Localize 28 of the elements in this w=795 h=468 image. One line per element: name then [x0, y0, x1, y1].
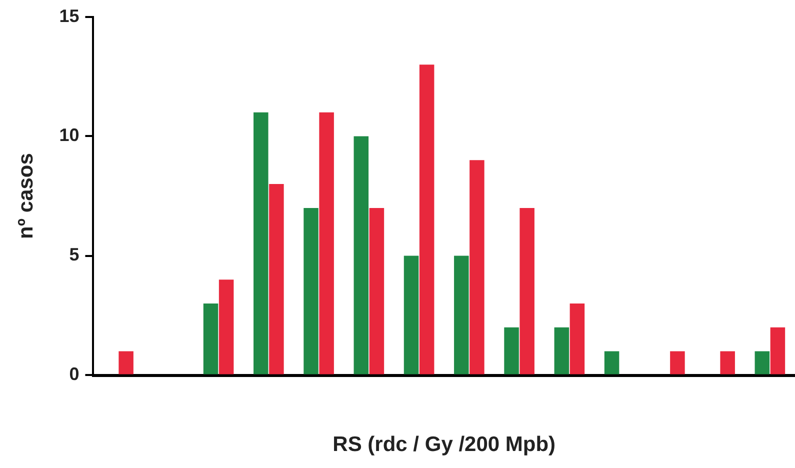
bar: [269, 184, 284, 374]
bar: [670, 351, 685, 374]
bar: [770, 327, 786, 374]
bar: [570, 304, 585, 374]
bar: [470, 160, 484, 374]
y-tick-label: 5: [69, 244, 80, 265]
bar: [604, 351, 620, 374]
bar: [504, 327, 519, 374]
bar: [369, 208, 384, 374]
bar: [319, 112, 334, 374]
bar: [354, 136, 369, 374]
y-tick-label: 10: [59, 125, 80, 146]
bar: [554, 327, 570, 374]
y-tick-label: 0: [69, 364, 80, 384]
bar: [404, 256, 419, 374]
bar: [304, 208, 318, 374]
bar: [118, 351, 134, 374]
x-axis-title: RS (rdc / Gy /200 Mpb): [332, 433, 556, 456]
bar: [254, 112, 268, 374]
bar: [218, 280, 234, 374]
bar: [520, 208, 534, 374]
y-axis-title: nº casos: [14, 153, 38, 239]
bar: [419, 64, 434, 374]
bar: [454, 256, 469, 374]
bar: [203, 304, 218, 374]
bar: [720, 351, 735, 374]
bar: [754, 351, 770, 374]
y-tick-label: 15: [59, 6, 80, 26]
